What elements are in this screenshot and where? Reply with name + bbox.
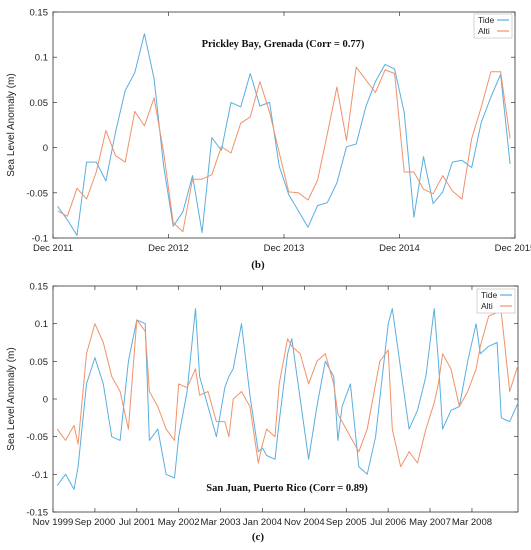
legend-label-alti: Alti xyxy=(481,301,493,311)
x-tick-label: May 2002 xyxy=(158,517,200,528)
y-tick-label: 0.1 xyxy=(35,319,48,330)
y-tick-label: 0.15 xyxy=(30,8,49,19)
y-tick-label: -0.1 xyxy=(32,470,48,481)
series-line-tide xyxy=(57,33,511,236)
y-tick-label: 0.15 xyxy=(30,282,49,293)
x-tick-label: Nov 2004 xyxy=(284,517,325,528)
x-tick-label: May 2007 xyxy=(409,517,451,528)
series-lines xyxy=(56,308,519,490)
y-tick-label: -0.1 xyxy=(32,234,48,245)
y-tick-label: 0 xyxy=(43,143,48,154)
x-tick-label: Dec 2013 xyxy=(264,243,305,254)
x-tick-label: Dec 2015 xyxy=(495,243,531,254)
panel-label: (b) xyxy=(251,259,265,271)
x-tick-label: Sep 2005 xyxy=(326,517,367,528)
series-line-tide xyxy=(56,308,519,490)
series-lines xyxy=(57,33,511,236)
legend-box xyxy=(473,13,513,39)
x-tick-label: Sep 2000 xyxy=(75,517,116,528)
y-tick-label: -0.15 xyxy=(26,508,48,519)
legend-box xyxy=(476,288,516,314)
y-axis: -0.1 -0.05 0 0.05 0.1 0.15 xyxy=(26,8,515,245)
chart-annotation: San Juan, Puerto Rico (Corr = 0.89) xyxy=(206,483,368,494)
chart-annotation: Prickley Bay, Grenada (Corr = 0.77) xyxy=(202,39,365,50)
y-tick-label: 0 xyxy=(43,395,48,406)
series-line-alti xyxy=(56,311,519,468)
legend: Tide Alti xyxy=(473,13,513,39)
y-axis: -0.15 -0.1 -0.05 0 0.05 0.1 0.15 xyxy=(26,282,518,519)
x-tick-label: Jul 2006 xyxy=(370,517,406,528)
legend-label-alti: Alti xyxy=(478,26,490,36)
y-axis-label: Sea Level Anomaly (m) xyxy=(6,347,17,450)
x-tick-label: Dec 2012 xyxy=(148,243,189,254)
panel-label: (c) xyxy=(252,531,265,543)
legend-label-tide: Tide xyxy=(481,290,497,300)
x-tick-label: Jul 2001 xyxy=(119,517,155,528)
x-tick-label: Dec 2014 xyxy=(379,243,420,254)
y-tick-label: 0.1 xyxy=(35,53,48,64)
x-axis: Nov 1999 Sep 2000 Jul 2001 May 2002 Mar 2003… xyxy=(33,286,492,528)
y-axis-label: Sea Level Anomaly (m) xyxy=(6,73,17,176)
y-tick-label: 0.05 xyxy=(30,98,49,109)
legend-label-tide: Tide xyxy=(478,15,494,25)
y-tick-label: -0.05 xyxy=(26,432,48,443)
x-tick-label: Dec 2011 xyxy=(33,243,73,254)
x-tick-label: Mar 2008 xyxy=(452,517,492,528)
legend: Tide Alti xyxy=(476,288,516,314)
x-tick-label: Mar 2003 xyxy=(201,517,241,528)
y-tick-label: 0.05 xyxy=(30,357,49,368)
x-tick-label: Jan 2004 xyxy=(243,517,282,528)
x-tick-label: Nov 1999 xyxy=(33,517,74,528)
y-tick-label: -0.05 xyxy=(26,188,48,199)
series-line-alti xyxy=(57,66,511,233)
plot-frame xyxy=(52,285,519,513)
x-axis: Dec 2011 Dec 2012 Dec 2013 Dec 2014 Dec 2015 xyxy=(33,12,531,254)
